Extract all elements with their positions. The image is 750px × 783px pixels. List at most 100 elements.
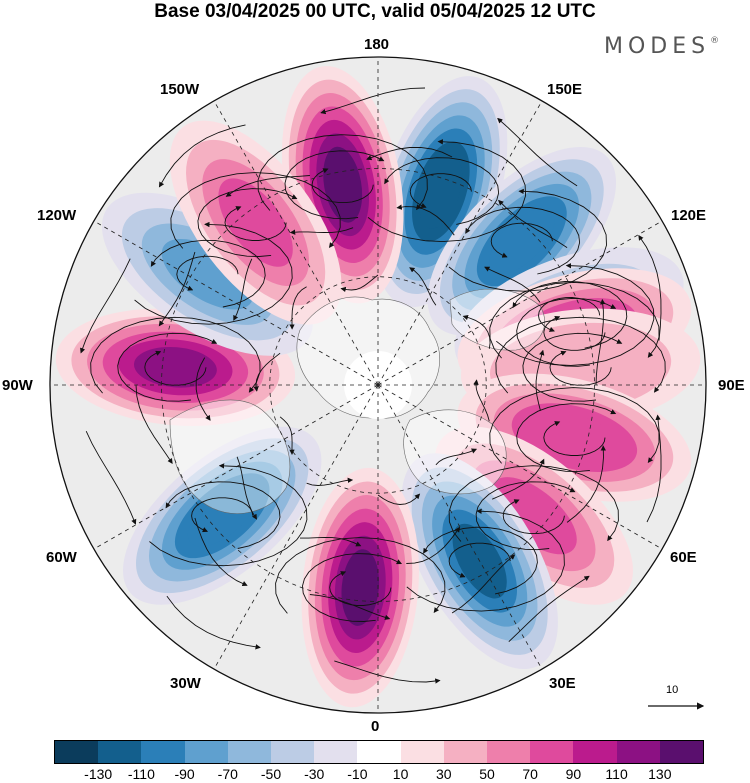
streamline <box>496 263 655 366</box>
lon-label-90w: 90W <box>2 377 33 394</box>
lon-label-150w: 150W <box>160 81 200 98</box>
anomaly-contour <box>490 477 577 555</box>
colorbar-tick-label: 90 <box>565 766 582 782</box>
colorbar-swatch <box>400 741 444 763</box>
streamline <box>448 542 511 578</box>
streamline <box>497 117 578 187</box>
anomaly-contour <box>323 146 363 223</box>
streamline <box>90 316 261 394</box>
brand-name: MODES <box>604 34 711 59</box>
latitude-circle <box>269 276 487 494</box>
lon-label-150e: 150E <box>547 81 583 98</box>
colorbar-tick-label: 110 <box>605 766 628 782</box>
colorbar-tick-label: -70 <box>217 766 238 782</box>
lon-label-60w: 60W <box>46 549 77 566</box>
anomaly-center <box>123 426 322 605</box>
streamline <box>289 227 354 235</box>
streamline <box>224 206 287 241</box>
colorbar-swatch <box>227 741 272 763</box>
streamline <box>176 255 239 291</box>
streamline <box>257 134 428 211</box>
streamline <box>166 595 261 650</box>
streamline <box>465 206 581 275</box>
anomaly-center <box>281 66 404 304</box>
streamline <box>646 414 662 523</box>
streamline <box>225 175 310 197</box>
streamline <box>150 239 266 308</box>
streamline <box>233 258 253 321</box>
colorbar-tick-label: -110 <box>127 766 155 782</box>
streamline <box>80 258 131 354</box>
meridian-line <box>377 100 543 386</box>
colorbar-ticks: -130 -110 -90 -70 -50 -30 -10 10 30 50 70 90 110 130 <box>0 766 750 783</box>
streamline <box>134 221 293 325</box>
streamline <box>543 315 606 351</box>
streamline <box>473 379 490 422</box>
colorbar-swatch <box>530 741 574 763</box>
streamline <box>502 499 565 535</box>
streamline <box>158 124 246 188</box>
meridian-line <box>93 220 379 386</box>
map-title: Base 03/04/2025 00 UTC, valid 05/04/2025… <box>154 1 596 22</box>
lon-label-120e: 120E <box>671 207 707 224</box>
reference-vector-label: 10 <box>666 684 679 696</box>
streamline <box>538 297 601 332</box>
streamline <box>334 660 441 684</box>
streamline <box>236 456 257 520</box>
streamline <box>253 352 281 392</box>
colorbar-swatch <box>357 741 401 763</box>
colorbar-tick-label: -90 <box>174 766 195 782</box>
lon-label-60e: 60E <box>670 549 697 566</box>
streamline <box>522 332 623 402</box>
graticule <box>50 57 706 713</box>
lon-label-180: 180 <box>364 36 390 53</box>
streamline <box>158 251 196 327</box>
streamline <box>396 204 455 236</box>
streamline <box>195 357 211 421</box>
streamline <box>566 445 607 523</box>
streamline <box>85 431 137 525</box>
streamline <box>495 316 666 394</box>
lon-label-90e: 90E <box>718 377 745 394</box>
anomaly-contour <box>161 238 254 310</box>
lon-label-30w: 30W <box>170 675 201 692</box>
meridian-line <box>213 384 379 670</box>
registered-mark: ® <box>710 36 720 46</box>
colorbar-tick-label: -50 <box>260 766 282 782</box>
colorbar-swatch <box>55 741 99 763</box>
meridian-line <box>377 220 663 386</box>
streamlines <box>80 87 666 684</box>
streamline <box>508 575 590 643</box>
streamline <box>197 188 298 257</box>
anomaly-shading <box>55 66 701 708</box>
streamline <box>275 537 446 614</box>
streamline <box>409 173 472 209</box>
streamline <box>279 416 295 455</box>
landmass <box>169 399 291 514</box>
colorbar <box>54 740 704 764</box>
colorbar-swatch <box>314 741 358 763</box>
colorbar-swatch <box>573 741 617 763</box>
streamline <box>300 536 362 547</box>
streamline <box>492 458 545 500</box>
anomaly-center <box>427 146 617 336</box>
colorbar-swatch <box>271 741 315 763</box>
streamline <box>340 274 379 293</box>
colorbar-swatch <box>98 741 142 763</box>
colorbar-swatch <box>659 741 704 763</box>
streamline <box>516 403 617 473</box>
streamline <box>484 266 541 303</box>
colorbar-swatch <box>141 741 185 763</box>
streamline <box>638 234 662 341</box>
streamline <box>448 465 619 542</box>
meridian-line <box>93 384 379 550</box>
streamline <box>409 267 437 306</box>
streamline <box>498 199 568 248</box>
streamline <box>194 517 248 586</box>
colorbar-swatch <box>487 741 531 763</box>
anomaly-contour <box>419 154 463 229</box>
streamline <box>144 350 207 386</box>
lon-label-30e: 30E <box>549 675 576 692</box>
colorbar-tick-label: -10 <box>347 766 368 782</box>
colorbar-tick-label: 50 <box>479 766 495 782</box>
